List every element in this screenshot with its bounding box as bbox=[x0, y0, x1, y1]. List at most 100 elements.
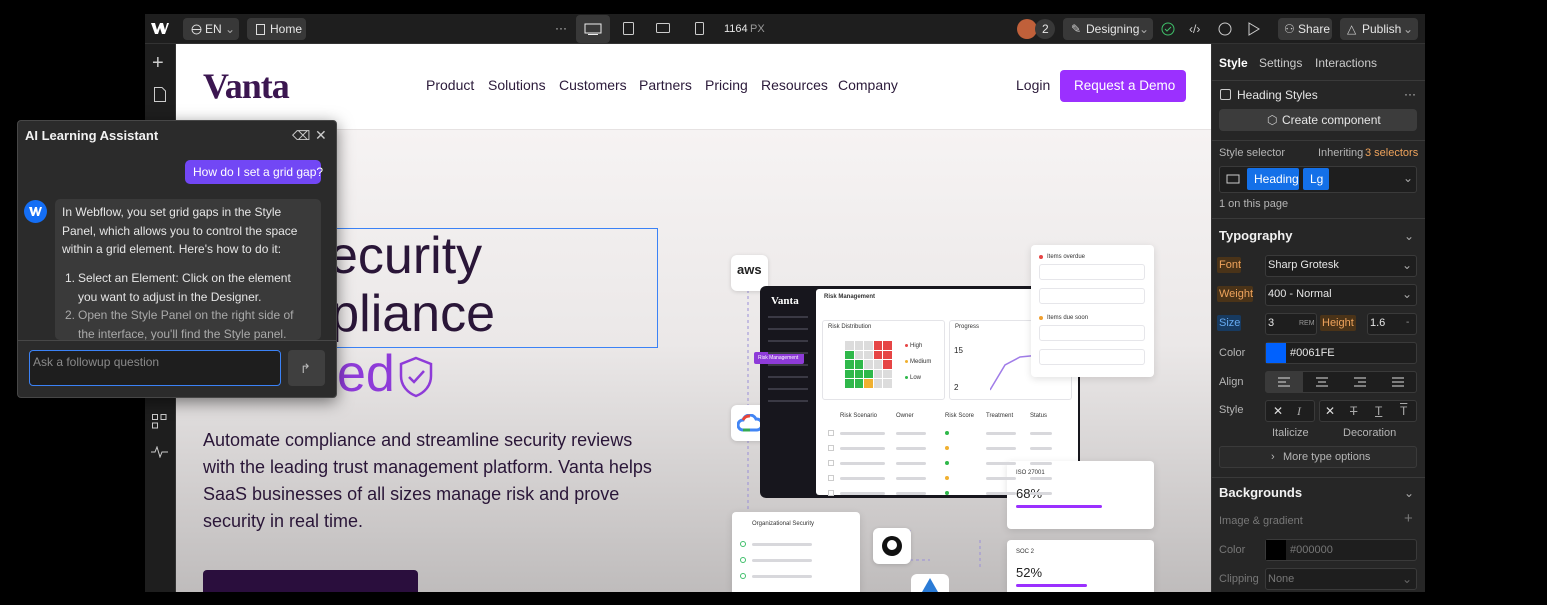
step-number: 2. bbox=[65, 308, 76, 322]
share-button[interactable] bbox=[1278, 18, 1332, 40]
color-field[interactable] bbox=[1265, 342, 1417, 364]
publish-button[interactable] bbox=[1340, 18, 1418, 40]
backgrounds-heading[interactable]: Backgrounds bbox=[1219, 485, 1303, 500]
size-input[interactable] bbox=[1265, 313, 1317, 335]
site-logo[interactable]: Vanta bbox=[203, 66, 290, 106]
webflow-logo[interactable] bbox=[151, 22, 169, 35]
placeholder-line bbox=[896, 447, 926, 450]
color-label: Color bbox=[1219, 347, 1246, 359]
grid-cell bbox=[864, 379, 873, 388]
azure-icon bbox=[922, 578, 938, 592]
more-menu[interactable]: ··· bbox=[555, 21, 567, 35]
weight-value: 400 - Normal bbox=[1268, 288, 1332, 300]
strikethrough[interactable]: T bbox=[1350, 404, 1358, 418]
phone-icon[interactable] bbox=[695, 22, 704, 35]
color-value: #0061FE bbox=[1290, 347, 1335, 359]
weight-select[interactable] bbox=[1265, 284, 1417, 306]
nav-link[interactable]: Partners bbox=[639, 77, 692, 93]
pages-icon[interactable] bbox=[154, 87, 166, 102]
tablet-icon[interactable] bbox=[623, 22, 634, 35]
tab-active[interactable]: Style bbox=[1219, 56, 1248, 70]
nav-link[interactable]: Pricing bbox=[705, 77, 748, 93]
italic[interactable]: I bbox=[1297, 404, 1301, 418]
column-header: Treatment bbox=[986, 413, 1014, 419]
selector-chip[interactable] bbox=[1303, 168, 1329, 190]
nav-link[interactable]: Solutions bbox=[488, 77, 546, 93]
placeholder-line bbox=[840, 462, 885, 465]
hero-button[interactable] bbox=[203, 570, 418, 592]
column-header: Status bbox=[1030, 413, 1048, 419]
font-select[interactable] bbox=[1265, 255, 1417, 277]
landscape-icon[interactable] bbox=[656, 23, 670, 33]
chevron: ⌄ bbox=[1402, 287, 1413, 301]
add-background[interactable]: + bbox=[1404, 510, 1413, 527]
grid-cell bbox=[864, 369, 873, 379]
avatar[interactable] bbox=[1017, 19, 1037, 39]
code-icon[interactable]: ‹/› bbox=[1189, 22, 1201, 36]
nav-link[interactable]: Product bbox=[426, 77, 475, 93]
no-italic[interactable]: ✕ bbox=[1273, 404, 1284, 418]
overline[interactable]: T bbox=[1400, 404, 1408, 418]
divider bbox=[1212, 477, 1425, 478]
legend-level: Low bbox=[910, 375, 922, 381]
clipping-value: None bbox=[1268, 573, 1295, 585]
login-link[interactable]: Login bbox=[1016, 77, 1051, 93]
height-unit[interactable]: - bbox=[1406, 317, 1410, 328]
grid-cell bbox=[854, 341, 864, 350]
tab[interactable]: Interactions bbox=[1315, 56, 1378, 70]
nav-link[interactable]: Customers bbox=[559, 77, 627, 93]
components-icon[interactable] bbox=[152, 414, 167, 429]
divider bbox=[18, 340, 336, 341]
size-value: 3 bbox=[1268, 317, 1275, 329]
cta-button[interactable] bbox=[1060, 70, 1186, 102]
more-options-button[interactable] bbox=[1219, 446, 1417, 468]
grid-cell bbox=[883, 379, 892, 388]
add-icon[interactable]: + bbox=[152, 52, 164, 74]
clipping-select[interactable] bbox=[1265, 568, 1417, 590]
bg-color-field[interactable] bbox=[1265, 539, 1417, 561]
due-dot bbox=[1039, 316, 1043, 320]
inherited-selectors[interactable]: 3 selectors bbox=[1365, 147, 1419, 159]
soc-card bbox=[1007, 540, 1154, 592]
send-button[interactable] bbox=[288, 350, 325, 386]
image-gradient-label: Image & gradient bbox=[1219, 515, 1303, 527]
chevron: ⌄ bbox=[1403, 171, 1414, 185]
close-icon[interactable]: ✕ bbox=[315, 127, 327, 143]
grid-cell bbox=[873, 350, 883, 360]
more-icon[interactable]: ··· bbox=[1404, 87, 1416, 101]
color-swatch[interactable] bbox=[1266, 343, 1286, 363]
typography-heading[interactable]: Typography bbox=[1219, 228, 1293, 243]
chevron: ⌄ bbox=[1404, 229, 1415, 243]
height-input[interactable] bbox=[1367, 313, 1417, 335]
placeholder-line bbox=[986, 432, 1016, 435]
preview-icon[interactable] bbox=[1248, 22, 1260, 36]
desktop-icon bbox=[584, 23, 602, 35]
placeholder-line bbox=[986, 492, 1016, 495]
row-checkbox bbox=[828, 475, 834, 481]
checkbox[interactable] bbox=[1220, 89, 1231, 100]
size-unit[interactable]: REM bbox=[1299, 320, 1315, 327]
comment-icon[interactable] bbox=[1218, 22, 1232, 36]
underline[interactable]: T bbox=[1375, 404, 1383, 418]
selector-chip[interactable] bbox=[1247, 168, 1299, 190]
step-text: Open the Style Panel on the right side o… bbox=[78, 308, 294, 340]
page-name: Home bbox=[270, 22, 303, 36]
bg-color-swatch[interactable] bbox=[1266, 540, 1286, 560]
create-component-button[interactable] bbox=[1219, 109, 1417, 131]
assistant-title: AI Learning Assistant bbox=[25, 128, 159, 143]
placeholder-line bbox=[896, 432, 926, 435]
more-type-options: More type options bbox=[1283, 451, 1371, 463]
no-decoration[interactable]: ✕ bbox=[1325, 404, 1336, 418]
mode-button[interactable] bbox=[1063, 18, 1153, 40]
followup-input[interactable] bbox=[29, 350, 281, 386]
clear-icon[interactable]: ⌫ bbox=[292, 128, 311, 143]
status-icon[interactable] bbox=[1161, 22, 1175, 36]
nav-link[interactable]: Resources bbox=[761, 77, 828, 93]
tab[interactable]: Settings bbox=[1259, 56, 1303, 70]
language-button[interactable] bbox=[183, 18, 239, 40]
activity-icon[interactable] bbox=[151, 446, 168, 458]
desktop-breakpoint[interactable] bbox=[576, 15, 610, 43]
placeholder-line bbox=[840, 447, 885, 450]
nav-link[interactable]: Company bbox=[838, 77, 898, 93]
page-icon bbox=[256, 24, 265, 35]
